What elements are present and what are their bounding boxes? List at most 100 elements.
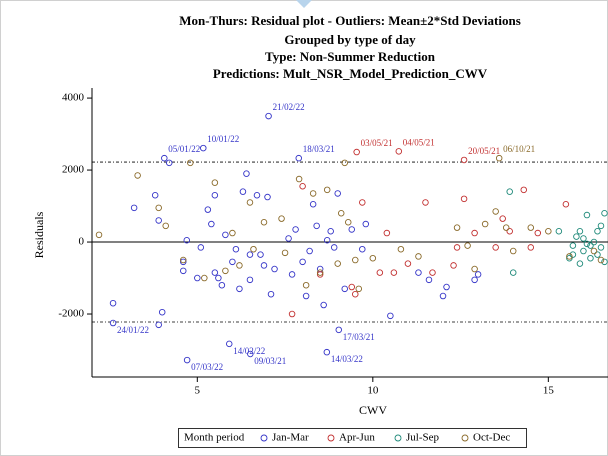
point — [309, 200, 317, 208]
point — [201, 274, 208, 282]
x-tick-label: 15 — [543, 385, 555, 397]
point — [292, 226, 299, 233]
point — [267, 290, 275, 298]
point — [218, 281, 226, 289]
point — [180, 267, 187, 275]
point — [576, 227, 584, 235]
y-tick-label: 2000 — [62, 164, 85, 176]
point — [155, 217, 162, 224]
chart-title: Mon-Thurs: Residual plot - Outliers: Mea… — [179, 13, 521, 28]
annotation: 10/01/22 — [207, 134, 239, 144]
point — [348, 226, 356, 233]
point — [344, 218, 352, 226]
point — [299, 258, 306, 266]
annotation: 18/03/21 — [303, 144, 335, 154]
point — [492, 244, 499, 251]
point — [460, 156, 468, 164]
point — [555, 227, 563, 235]
point — [495, 154, 503, 162]
annotation: 06/10/21 — [503, 144, 535, 154]
point — [204, 206, 212, 213]
legend-marker — [461, 434, 469, 442]
point — [527, 224, 535, 231]
point — [471, 265, 478, 273]
point — [180, 256, 187, 264]
point — [323, 348, 331, 356]
notch — [296, 0, 312, 8]
point — [590, 247, 598, 255]
annotation: 03/05/21 — [361, 138, 393, 148]
point — [395, 148, 403, 155]
point — [429, 269, 436, 276]
point — [580, 235, 587, 242]
point — [278, 215, 285, 222]
point — [246, 276, 254, 284]
point — [590, 238, 598, 246]
x-tick-label: 10 — [367, 385, 379, 397]
subtitle: Predictions: Mult_NSR_Model_Prediction_C… — [213, 66, 488, 81]
point — [387, 312, 394, 320]
point — [460, 195, 468, 203]
x-axis-label: CWV — [359, 403, 387, 417]
point — [246, 199, 254, 206]
point — [597, 244, 605, 251]
point — [425, 276, 433, 284]
point — [257, 251, 264, 258]
legend-marker — [260, 434, 268, 442]
point — [295, 154, 303, 162]
point — [247, 350, 254, 358]
point — [587, 242, 594, 249]
y-axis-label: Residuals — [32, 211, 46, 258]
annotation: 17/03/21 — [343, 332, 375, 342]
point — [130, 204, 138, 212]
point — [151, 192, 159, 199]
point — [353, 148, 360, 156]
point — [162, 222, 169, 230]
point — [239, 188, 247, 195]
point — [566, 254, 573, 262]
point — [243, 170, 250, 177]
point — [253, 192, 261, 199]
point — [509, 247, 517, 255]
legend-title: Month period — [184, 432, 245, 444]
annotation: 24/01/22 — [117, 325, 149, 335]
point — [453, 244, 461, 251]
point — [566, 253, 573, 260]
point — [534, 229, 542, 237]
point — [250, 245, 257, 253]
point — [499, 215, 506, 222]
point — [583, 211, 591, 219]
point — [187, 159, 194, 167]
point — [464, 242, 471, 249]
y-tick-label: 0 — [79, 236, 85, 248]
point — [562, 200, 570, 208]
point — [236, 285, 243, 293]
point — [229, 258, 236, 266]
point — [573, 233, 580, 240]
point — [597, 222, 605, 230]
point — [415, 269, 422, 276]
point — [309, 190, 317, 197]
point — [165, 159, 173, 167]
legend-label: Oct-Dec — [473, 432, 510, 444]
point — [320, 301, 327, 309]
point — [450, 262, 457, 269]
point — [295, 175, 303, 183]
point — [359, 199, 366, 206]
point — [225, 340, 233, 348]
point — [334, 190, 341, 197]
point — [359, 245, 366, 253]
point — [453, 224, 461, 231]
point — [397, 245, 405, 253]
point — [362, 220, 370, 228]
point — [355, 285, 363, 293]
point — [211, 179, 219, 186]
point — [334, 260, 341, 267]
point — [509, 269, 517, 276]
point — [299, 183, 306, 190]
point — [337, 209, 345, 217]
x-tick-label: 5 — [195, 385, 201, 397]
point — [594, 227, 601, 235]
point — [352, 290, 359, 298]
annotation: 14/02/22 — [233, 346, 265, 356]
